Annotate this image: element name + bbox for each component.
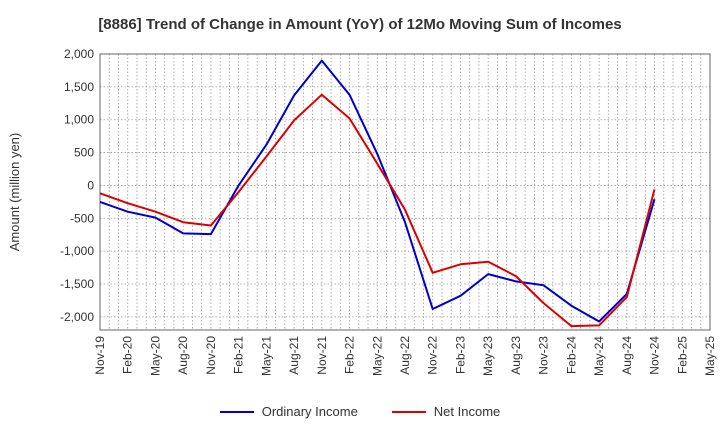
x-tick-label: May-20 — [148, 336, 162, 376]
y-tick-label: 0 — [87, 178, 94, 192]
y-tick-label: 1,000 — [64, 113, 94, 127]
legend-item-net-income: Net Income — [391, 404, 501, 419]
x-tick-label: Nov-21 — [315, 336, 329, 375]
legend-swatch-ordinary-income — [219, 410, 254, 413]
x-tick-label: Aug-24 — [620, 336, 634, 375]
legend: Ordinary Income Net Income — [0, 404, 720, 419]
y-tick-label: -1,500 — [60, 277, 94, 291]
series-line-net-income — [99, 93, 656, 328]
x-tick-label: Nov-23 — [537, 336, 551, 375]
x-tick-label: Feb-24 — [564, 336, 578, 374]
y-tick-label: 2,000 — [64, 47, 94, 61]
x-tick-label: May-22 — [370, 336, 384, 376]
chart-title: [8886] Trend of Change in Amount (YoY) o… — [98, 16, 622, 33]
x-tick-label: Feb-23 — [453, 336, 467, 374]
series-line-ordinary-income — [99, 59, 656, 323]
legend-swatch-net-income — [391, 410, 426, 413]
y-tick-label: -500 — [70, 211, 94, 225]
x-tick-label: Aug-20 — [176, 336, 190, 375]
y-tick-label: -2,000 — [60, 310, 94, 324]
y-tick-label: 500 — [74, 146, 94, 160]
x-tick-label: Nov-22 — [426, 336, 440, 375]
x-tick-label: Aug-21 — [287, 336, 301, 375]
x-tick-label: Feb-21 — [232, 336, 246, 374]
x-tick-label: Nov-19 — [93, 336, 107, 375]
y-tick-label: -1,000 — [60, 244, 94, 258]
x-tick-label: Aug-22 — [398, 336, 412, 375]
x-tick-label: Aug-23 — [509, 336, 523, 375]
legend-item-ordinary-income: Ordinary Income — [219, 404, 358, 419]
y-tick-label: 1,500 — [64, 80, 94, 94]
legend-label-net-income: Net Income — [433, 404, 501, 419]
x-tick-label: May-23 — [481, 336, 495, 376]
legend-label-ordinary-income: Ordinary Income — [261, 404, 358, 419]
x-tick-label: Nov-20 — [204, 336, 218, 375]
y-axis-title: Amount (million yen) — [7, 133, 22, 252]
x-tick-label: Feb-20 — [121, 336, 135, 374]
x-tick-label: Feb-25 — [675, 336, 689, 374]
x-tick-label: Feb-22 — [343, 336, 357, 374]
x-tick-label: May-21 — [259, 336, 273, 376]
x-tick-label: May-25 — [703, 336, 717, 376]
x-tick-label: Nov-24 — [648, 336, 662, 375]
x-tick-label: May-24 — [592, 336, 606, 376]
plot-border — [99, 53, 711, 331]
